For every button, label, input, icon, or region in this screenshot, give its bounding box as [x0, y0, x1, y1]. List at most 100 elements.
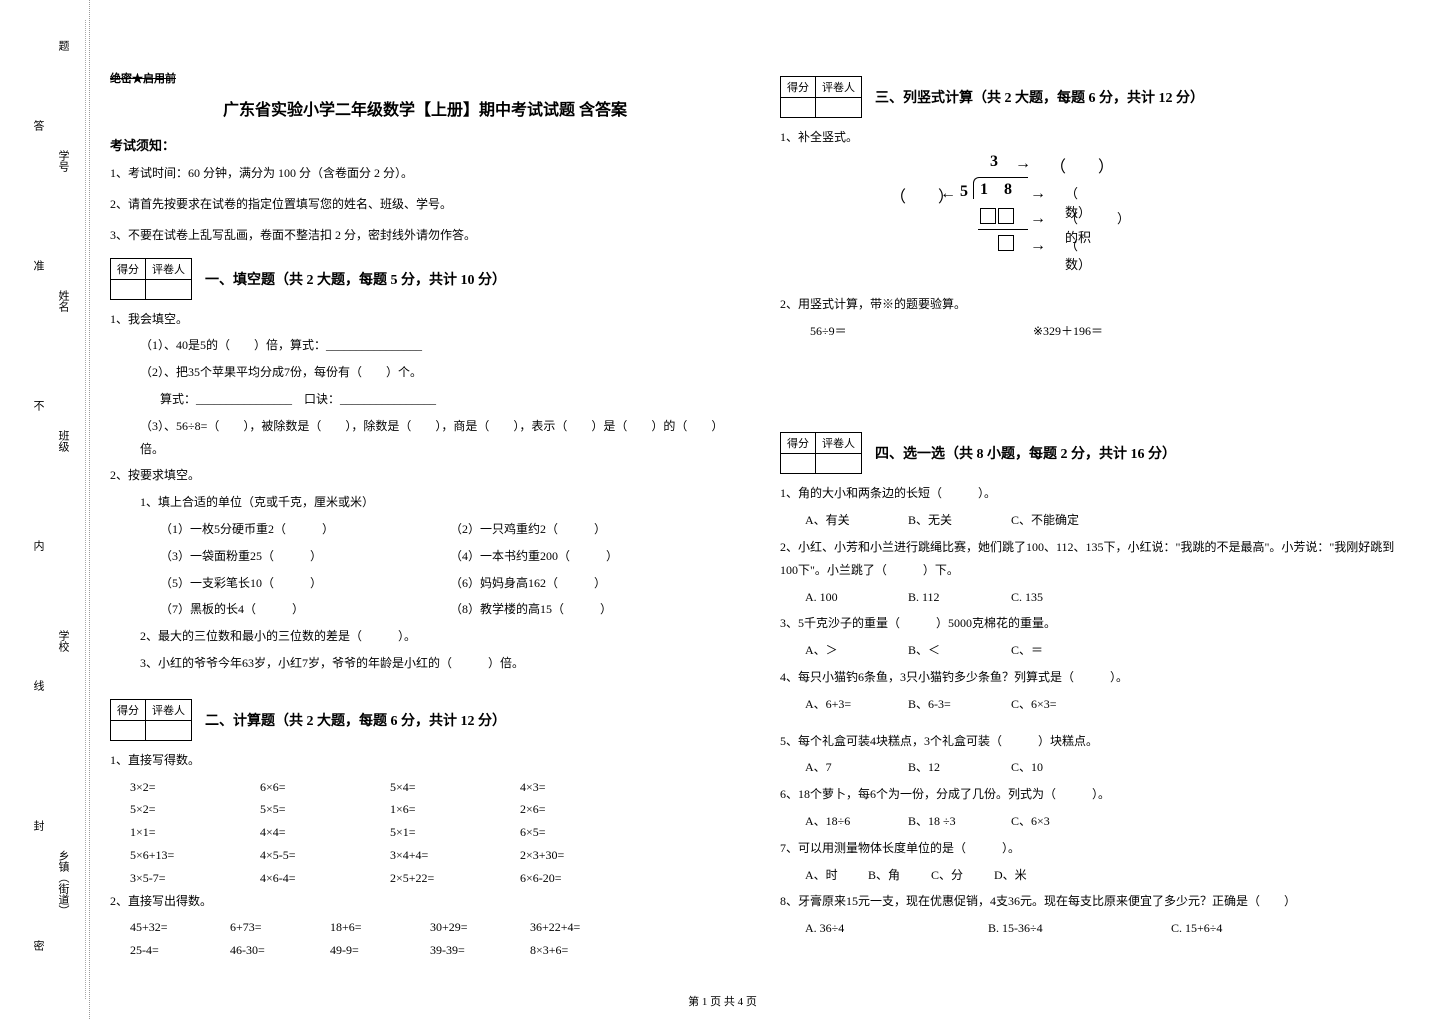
blank-paren: （ ） [1050, 153, 1114, 177]
calc-item: 4×6-4= [260, 867, 390, 890]
notice-item: 3、不要在试卷上乱写乱画，卷面不整洁扣 2 分，密封线外请勿作答。 [110, 226, 740, 245]
grader-cell [146, 279, 192, 299]
binding-label: 不 [30, 400, 46, 411]
calc-item: 56÷9＝ [810, 320, 1030, 343]
s1-q2-item: （6）妈妈身高162（ ） [450, 572, 740, 595]
score-box: 得分评卷人 [110, 699, 192, 741]
calc-item: 18+6= [330, 916, 430, 939]
score-cell [781, 98, 816, 118]
calc-item: 46-30= [230, 939, 330, 962]
page-content: 绝密★启用前 广东省实验小学二年级数学【上册】期中考试试题 含答案 考试须知： … [110, 70, 1410, 962]
score-table: 得分评卷人 [780, 76, 862, 118]
calc-item: 8×3+6= [530, 939, 630, 962]
s3-q2: 2、用竖式计算，带※的题要验算。 [780, 293, 1410, 316]
calc-item: 2×3+30= [520, 844, 650, 867]
s2-q2: 2、直接写出得数。 [110, 890, 740, 913]
s1-q1: 1、我会填空。 [110, 308, 740, 331]
binding-label: 班级 [55, 430, 71, 452]
option: B、＜ [908, 639, 1008, 662]
option: D、米 [994, 864, 1054, 887]
s2-q1: 1、直接写得数。 [110, 749, 740, 772]
exam-title: 广东省实验小学二年级数学【上册】期中考试试题 含答案 [110, 96, 740, 120]
s4-q1-opts: A、有关 B、无关 C、不能确定 [780, 509, 1410, 532]
binding-label: 密 [30, 940, 46, 951]
option: C、分 [931, 864, 991, 887]
calc-item: 1×6= [390, 798, 520, 821]
calc-item: 25-4= [130, 939, 230, 962]
calc-row: 5×6+13= 4×5-5= 3×4+4= 2×3+30= [110, 844, 740, 867]
digit-box [980, 208, 996, 224]
option: C、＝ [1011, 639, 1111, 662]
secret-label: 绝密★启用前 [110, 70, 740, 86]
calc-item: 5×5= [260, 798, 390, 821]
option: A、时 [805, 864, 865, 887]
notice-heading: 考试须知： [110, 135, 740, 154]
digit-box [998, 208, 1014, 224]
calc-row: 45+32= 6+73= 18+6= 30+29= 36+22+4= [110, 916, 740, 939]
s1-q2-h: 1、填上合适的单位（克或千克，厘米或米） [110, 491, 740, 514]
binding-label: 姓名 [55, 290, 71, 312]
binding-label: 线 [30, 680, 46, 691]
grader-label: 评卷人 [816, 433, 862, 454]
score-label: 得分 [781, 77, 816, 98]
option: B、角 [868, 864, 928, 887]
s4-q1: 1、角的大小和两条边的长短（ ）。 [780, 482, 1410, 505]
calc-item: 4×5-5= [260, 844, 390, 867]
s4-q8: 8、牙膏原来15元一支，现在优惠促销，4支36元。现在每支比原来便宜了多少元？正… [780, 890, 1410, 913]
right-column: 得分评卷人 三、列竖式计算（共 2 大题，每题 6 分，共计 12 分） 1、补… [780, 70, 1410, 962]
binding-label: 内 [30, 540, 46, 551]
s1-q2-item: （7）黑板的长4（ ） [160, 598, 450, 621]
binding-label: 学号 [55, 150, 71, 172]
calc-item: 5×4= [390, 776, 520, 799]
option: B、18 ÷3 [908, 810, 1008, 833]
section-3-title: 三、列竖式计算（共 2 大题，每题 6 分，共计 12 分） [875, 87, 1204, 107]
s1-q1-2b: 算式：________________ 口诀：________________ [110, 388, 740, 411]
s1-q1-1: （1）、40是5的（ ）倍，算式：________________ [110, 334, 740, 357]
s1-q2: 2、按要求填空。 [110, 464, 740, 487]
score-box: 得分评卷人 [110, 258, 192, 300]
notice-item: 2、请首先按要求在试卷的指定位置填写您的姓名、班级、学号。 [110, 195, 740, 214]
s4-q8-opts: A. 36÷4 B. 15-36÷4 C. 15+6÷4 [780, 917, 1410, 940]
arrow-icon: → [1030, 210, 1046, 228]
s1-q2-item: （5）一支彩笔长10（ ） [160, 572, 450, 595]
option: C、不能确定 [1011, 509, 1111, 532]
s4-q6-opts: A、18÷6 B、18 ÷3 C、6×3 [780, 810, 1410, 833]
arrow-icon: → [1015, 155, 1031, 173]
section-1-header: 得分评卷人 一、填空题（共 2 大题，每题 5 分，共计 10 分） [110, 258, 740, 300]
left-column: 绝密★启用前 广东省实验小学二年级数学【上册】期中考试试题 含答案 考试须知： … [110, 70, 740, 962]
calc-item: 39-39= [430, 939, 530, 962]
calc-item: 6×5= [520, 821, 650, 844]
s1-q2-row: （3）一袋面粉重25（ ） （4）一本书约重200（ ） [110, 545, 740, 572]
s4-q5-opts: A、7 B、12 C、10 [780, 756, 1410, 779]
score-table: 得分评卷人 [780, 432, 862, 474]
arrow-icon: ← [940, 185, 956, 203]
s1-q2-row: （1）一枚5分硬币重2（ ） （2）一只鸡重约2（ ） [110, 518, 740, 545]
calc-item: 45+32= [130, 916, 230, 939]
section-4-title: 四、选一选（共 8 小题，每题 2 分，共计 16 分） [875, 443, 1176, 463]
s1-q2-item: （4）一本书约重200（ ） [450, 545, 740, 568]
s1-q2-item: （1）一枚5分硬币重2（ ） [160, 518, 450, 541]
option: A、7 [805, 756, 905, 779]
option: C、10 [1011, 756, 1111, 779]
calc-row: 25-4= 46-30= 49-9= 39-39= 8×3+6= [110, 939, 740, 962]
grader-label: 评卷人 [146, 258, 192, 279]
calc-item: 4×3= [520, 776, 650, 799]
option: B、6-3= [908, 693, 1008, 716]
calc-item: 3×5-7= [130, 867, 260, 890]
grader-cell [816, 454, 862, 474]
option: A、6+3= [805, 693, 905, 716]
s4-q2: 2、小红、小芳和小兰进行跳绳比赛，她们跳了100、112、135下，小红说："我… [780, 536, 1410, 582]
score-box: 得分评卷人 [780, 76, 862, 118]
s1-q2-row: （7）黑板的长4（ ） （8）教学楼的高15（ ） [110, 598, 740, 625]
calc-item: 6+73= [230, 916, 330, 939]
score-table: 得分评卷人 [110, 258, 192, 300]
blank-paren-num: （ 数） [1065, 235, 1130, 273]
s1-q2-item: （3）一袋面粉重25（ ） [160, 545, 450, 568]
calc-item: 5×1= [390, 821, 520, 844]
calc-item: 3×2= [130, 776, 260, 799]
option: C、6×3= [1011, 693, 1111, 716]
grader-label: 评卷人 [816, 77, 862, 98]
option: B、无关 [908, 509, 1008, 532]
arrow-icon: → [1030, 185, 1046, 203]
calc-row: 1×1= 4×4= 5×1= 6×5= [110, 821, 740, 844]
